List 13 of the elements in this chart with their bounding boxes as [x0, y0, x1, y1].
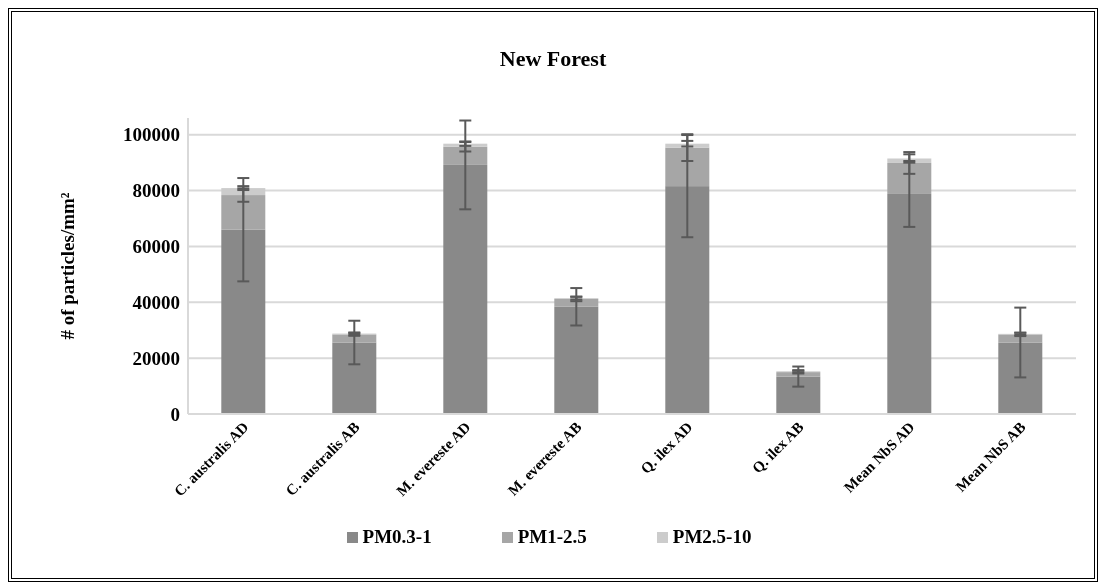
- x-tick-label: Q. ilex AB: [749, 418, 807, 477]
- chart-title: New Forest: [498, 46, 608, 72]
- legend-label: PM2.5-10: [672, 526, 752, 548]
- legend-label: PM0.3-1: [362, 526, 432, 548]
- legend-label: PM1-2.5: [517, 526, 587, 548]
- y-tick-label: 0: [170, 403, 180, 425]
- y-tick-label: 20000: [132, 347, 180, 369]
- y-tick-label: 40000: [132, 292, 180, 314]
- y-axis-title: # of particles/mm²: [56, 192, 78, 340]
- x-tick-label: Q. ilex AD: [637, 418, 696, 477]
- y-tick-label: 100000: [123, 124, 180, 146]
- y-tick-label: 80000: [132, 180, 180, 202]
- y-tick-label: 60000: [132, 236, 180, 258]
